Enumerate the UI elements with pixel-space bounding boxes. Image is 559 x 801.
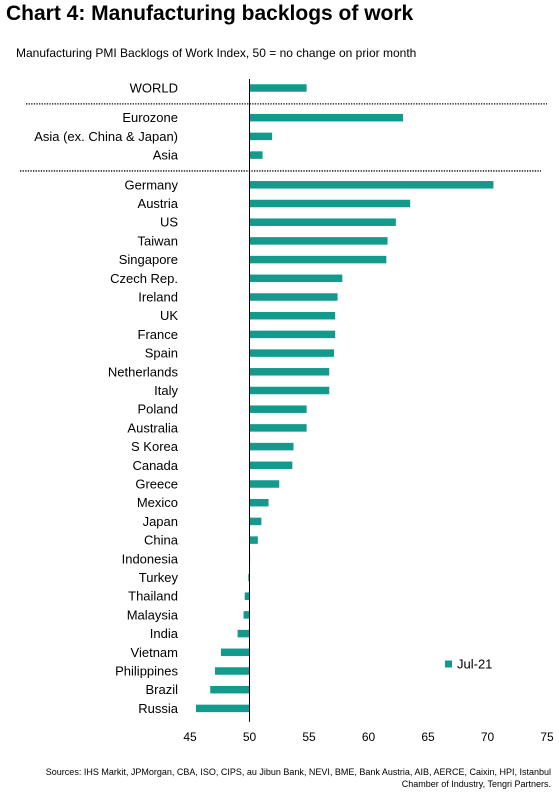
category-label: India [150, 626, 179, 641]
chart-subtitle: Manufacturing PMI Backlogs of Work Index… [16, 46, 417, 60]
category-label: Italy [154, 383, 178, 398]
bar-india [237, 629, 250, 638]
category-label: Russia [138, 701, 179, 716]
legend-swatch [445, 660, 452, 668]
x-tick-label: 55 [302, 730, 316, 744]
legend-label: Jul-21 [457, 657, 492, 672]
x-axis: 45 50 55 60 65 70 75 [183, 79, 554, 744]
category-label: Ireland [138, 290, 178, 305]
x-tick-label: 50 [243, 730, 257, 744]
bars-layer [195, 84, 494, 713]
group-separators [20, 103, 547, 172]
bar-philippines [214, 667, 250, 675]
category-label: Mexico [137, 495, 178, 510]
bar-canada [249, 461, 293, 470]
bar-poland [249, 405, 307, 413]
bar-russia [195, 704, 250, 713]
bar-vietnam [220, 648, 250, 657]
category-label: Asia (ex. China & Japan) [34, 129, 178, 144]
category-label: Eurozone [122, 110, 178, 125]
x-tick-label: 60 [362, 730, 376, 744]
x-tick-label: 65 [421, 730, 435, 744]
bar-austria [249, 199, 411, 208]
category-label: Greece [135, 477, 178, 492]
category-label: Netherlands [108, 364, 179, 379]
bar-thailand [244, 592, 250, 600]
bar-czech-rep- [249, 274, 343, 283]
category-label: Thailand [128, 589, 178, 604]
bar-ireland [249, 293, 338, 301]
bar-singapore [249, 255, 387, 264]
category-label: US [160, 215, 178, 230]
bar-japan [249, 517, 262, 526]
bar-turkey [248, 573, 250, 582]
category-label: Malaysia [127, 607, 179, 622]
category-label: S Korea [131, 439, 179, 454]
bar-asia [249, 151, 263, 159]
bar-italy [249, 386, 330, 395]
bar-greece [249, 480, 280, 488]
bar-netherlands [249, 368, 330, 376]
category-label: Czech Rep. [110, 271, 178, 286]
category-label: Spain [145, 346, 178, 361]
category-label: France [138, 327, 178, 342]
category-label: Taiwan [138, 233, 178, 248]
bar-us [249, 218, 396, 226]
bar-uk [249, 311, 336, 320]
category-label: Turkey [139, 570, 179, 585]
category-label: Asia [153, 148, 179, 163]
legend: Jul-21 [445, 657, 492, 672]
x-tick-label: 75 [540, 730, 554, 744]
bar-germany [249, 181, 494, 189]
category-label: Germany [125, 177, 179, 192]
category-label: Brazil [145, 682, 178, 697]
category-label: Australia [127, 420, 178, 435]
bar-world [249, 84, 307, 92]
bar-china [249, 536, 258, 544]
category-label: Vietnam [131, 645, 178, 660]
category-label: Canada [132, 458, 178, 473]
x-tick-label: 70 [481, 730, 495, 744]
category-label: UK [160, 308, 178, 323]
bar-asia-ex-china-japan- [249, 132, 273, 141]
bar-s-korea [249, 442, 294, 451]
category-label: Austria [138, 196, 179, 211]
bar-australia [249, 424, 307, 432]
bar-mexico [249, 498, 269, 507]
bar-france [249, 330, 336, 339]
category-label: WORLD [130, 81, 178, 96]
bar-brazil [210, 685, 250, 694]
category-label: Poland [138, 402, 178, 417]
bar-eurozone [249, 113, 404, 122]
x-tick-label: 45 [183, 730, 197, 744]
chart-title: Chart 4: Manufacturing backlogs of work [6, 2, 414, 25]
bar-taiwan [249, 237, 388, 245]
category-label: Philippines [115, 664, 178, 679]
category-label: Japan [143, 514, 178, 529]
category-label: China [144, 533, 179, 548]
bar-malaysia [243, 611, 250, 619]
sources-note: Sources: IHS Markit, JPMorgan, CBA, ISO,… [45, 767, 551, 789]
category-label: Indonesia [122, 551, 179, 566]
category-label: Singapore [119, 252, 178, 267]
bar-spain [249, 349, 334, 357]
category-labels: WORLD Eurozone Asia (ex. China & Japan) Asi… [34, 81, 179, 716]
